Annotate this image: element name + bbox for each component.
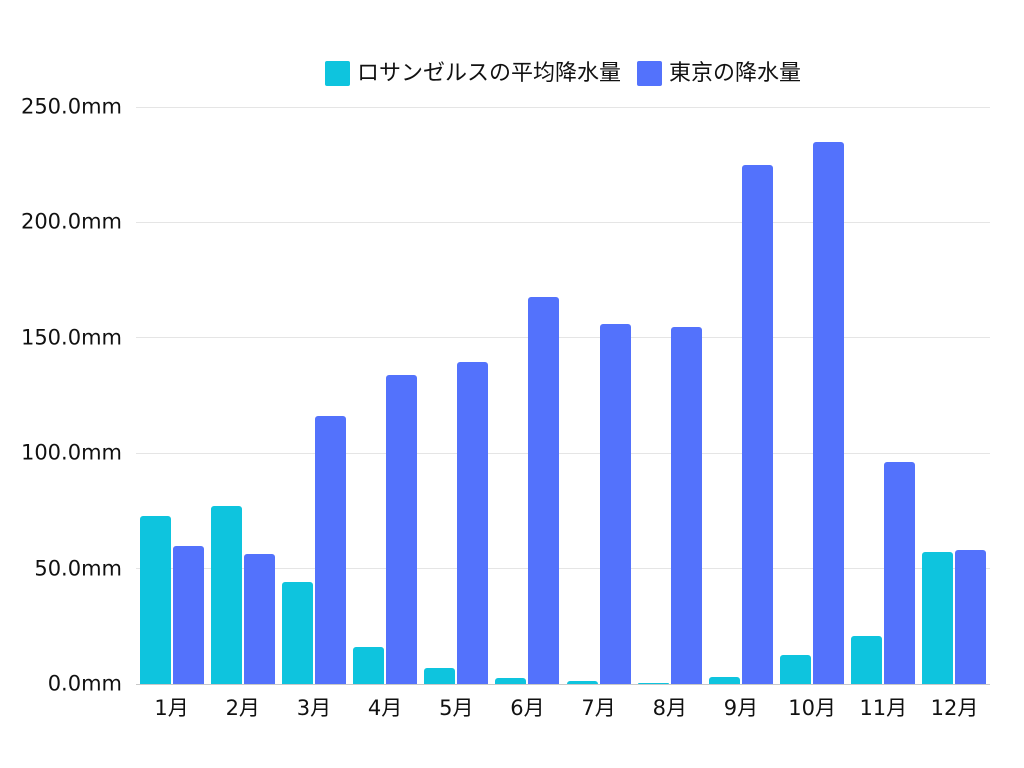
legend-label: ロサンゼルスの平均降水量 [356, 60, 621, 86]
bar-東京の降水量-4月 [386, 375, 418, 684]
y-axis-label: 0.0mm [47, 671, 122, 696]
x-axis-label: 12月 [930, 696, 979, 720]
bar-group-8月 [634, 107, 705, 684]
bar-group-9月 [705, 107, 776, 684]
y-axis-label: 250.0mm [20, 94, 122, 119]
y-axis-label: 50.0mm [34, 556, 122, 581]
gridline [136, 106, 990, 108]
bar-東京の降水量-10月 [813, 142, 845, 684]
bar-ロサンゼルスの平均降水量-12月 [922, 552, 954, 684]
bar-ロサンゼルスの平均降水量-3月 [281, 582, 313, 684]
bar-ロサンゼルスの平均降水量-10月 [780, 655, 812, 684]
x-axis-line [136, 683, 990, 685]
bar-東京の降水量-11月 [884, 461, 916, 684]
bar-東京の降水量-8月 [670, 326, 702, 684]
bar-東京の降水量-3月 [314, 416, 346, 684]
x-axis-label: 11月 [859, 696, 908, 720]
bar-ロサンゼルスの平均降水量-4月 [353, 647, 385, 684]
bar-group-12月 [919, 107, 990, 684]
bar-ロサンゼルスの平均降水量-6月 [495, 678, 527, 684]
bar-ロサンゼルスの平均降水量-8月 [637, 682, 669, 684]
legend-item-series-1: 東京の降水量 [637, 60, 802, 86]
plot-area [136, 106, 990, 685]
legend-item-series-0: ロサンゼルスの平均降水量 [324, 60, 621, 86]
gridline [136, 221, 990, 223]
legend-swatch-icon [324, 60, 350, 86]
chart-legend: ロサンゼルスの平均降水量 東京の降水量 [136, 58, 990, 88]
x-axis-label: 4月 [367, 696, 403, 720]
bar-group-4月 [350, 107, 421, 684]
bar-東京の降水量-6月 [528, 296, 560, 684]
x-axis-label: 5月 [439, 696, 474, 720]
legend-swatch-icon [637, 60, 662, 86]
bar-ロサンゼルスの平均降水量-9月 [708, 677, 740, 684]
bar-group-6月 [492, 107, 563, 684]
y-axis-label: 200.0mm [20, 209, 122, 234]
x-axis-label: 9月 [723, 696, 759, 720]
bar-group-1月 [136, 107, 207, 684]
bar-東京の降水量-9月 [741, 164, 773, 684]
x-axis-label: 7月 [581, 696, 616, 720]
bar-東京の降水量-7月 [599, 323, 631, 684]
y-axis-label: 150.0mm [20, 325, 122, 350]
x-axis-label: 3月 [296, 696, 332, 720]
bar-group-10月 [777, 107, 848, 684]
x-axis-label: 8月 [652, 696, 687, 720]
bar-ロサンゼルスの平均降水量-2月 [210, 506, 242, 684]
x-axis: 1月 2月 3月 4月 5月 6月 7月 8月 9月 10月 11月 12月 [136, 694, 990, 722]
bar-ロサンゼルスの平均降水量-5月 [424, 667, 456, 684]
bars-container [136, 107, 990, 684]
bar-ロサンゼルスの平均降水量-1月 [139, 515, 171, 684]
gridline [136, 568, 990, 570]
bar-東京の降水量-12月 [955, 550, 987, 684]
gridline [136, 452, 990, 454]
gridline [136, 337, 990, 339]
y-axis-label: 100.0mm [20, 440, 122, 465]
y-axis: 0.0mm 50.0mm 100.0mm 150.0mm 200.0mm 250.0mm [0, 96, 122, 694]
bar-group-7月 [563, 107, 634, 684]
x-axis-label: 2月 [225, 696, 260, 720]
bar-group-2月 [207, 107, 278, 684]
bar-group-3月 [278, 107, 349, 684]
bar-東京の降水量-5月 [457, 361, 489, 684]
bar-group-11月 [848, 107, 919, 684]
x-axis-label: 6月 [510, 696, 545, 720]
bar-ロサンゼルスの平均降水量-7月 [566, 680, 598, 684]
legend-label: 東京の降水量 [669, 60, 802, 86]
x-axis-label: 1月 [154, 696, 189, 720]
bar-東京の降水量-2月 [243, 553, 275, 684]
bar-東京の降水量-1月 [172, 546, 204, 684]
x-axis-label: 10月 [788, 696, 836, 720]
bar-group-5月 [421, 107, 492, 684]
bar-ロサンゼルスの平均降水量-11月 [851, 635, 883, 684]
